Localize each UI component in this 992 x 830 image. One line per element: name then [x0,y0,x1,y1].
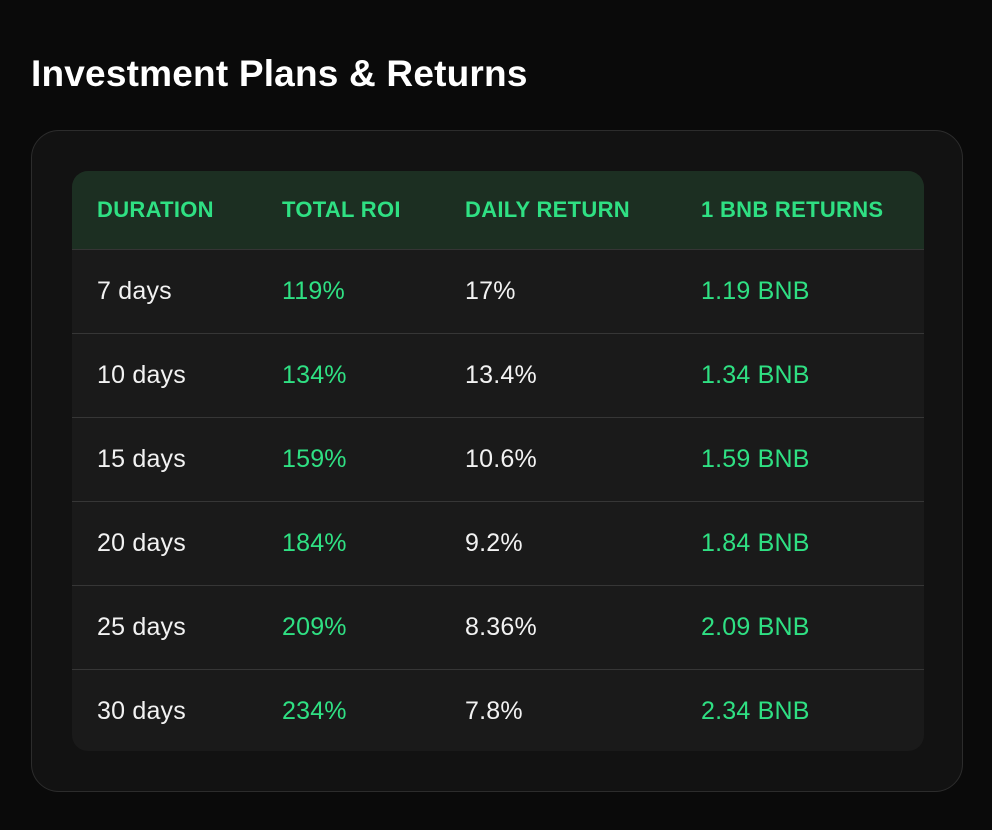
column-header-daily-return: DAILY RETURN [440,171,676,250]
cell-duration: 7 days [97,276,172,305]
cell-total-roi: 184% [257,500,440,585]
table-row: 15 days 159% 10.6% 1.59 BNB [72,416,924,501]
cell-daily-return: 10.6% [440,416,676,501]
page-title: Investment Plans & Returns [31,53,528,94]
cell-duration: 20 days [72,500,257,585]
cell-bnb-returns: 1.19 BNB [701,276,810,305]
table-row: 30 days 234% 7.8% 2.34 BNB [72,668,924,751]
cell-daily-return: 7.8% [440,668,676,751]
cell-daily-return: 8.36% [440,584,676,669]
table-header: DURATION TOTAL ROI DAILY RETURN 1 BNB RE… [72,171,924,250]
cell-bnb-returns: 1.59 BNB [676,416,924,501]
cell-daily-return: 13.4% [440,332,676,417]
cell-total-roi: 159% [257,416,440,501]
cell-bnb-returns: 2.09 BNB [676,584,924,669]
cell-bnb-returns: 1.84 BNB [676,500,924,585]
cell-daily-return: 9.2% [440,500,676,585]
plans-table: DURATION TOTAL ROI DAILY RETURN 1 BNB RE… [72,171,924,751]
cell-daily-return: 17% [465,276,516,305]
cell-bnb-returns: 1.34 BNB [676,332,924,417]
cell-bnb-returns: 2.34 BNB [676,668,924,751]
cell-duration: 25 days [72,584,257,669]
cell-duration: 10 days [72,332,257,417]
cell-duration: 15 days [72,416,257,501]
column-header-total-roi: TOTAL ROI [257,171,440,250]
cell-total-roi: 134% [257,332,440,417]
plans-table-container: DURATION TOTAL ROI DAILY RETURN 1 BNB RE… [72,171,924,751]
table-body: 7 days 119% 17% 1.19 BNB 10 days 134% 13… [72,249,924,751]
table-row: 25 days 209% 8.36% 2.09 BNB [72,584,924,669]
plans-card: DURATION TOTAL ROI DAILY RETURN 1 BNB RE… [31,130,963,792]
column-header-bnb-returns: 1 BNB RETURNS [676,171,924,250]
cell-total-roi: 234% [257,668,440,751]
table-row: 10 days 134% 13.4% 1.34 BNB [72,332,924,417]
table-row: 20 days 184% 9.2% 1.84 BNB [72,500,924,585]
table-row: 7 days 119% 17% 1.19 BNB [72,249,924,333]
cell-duration: 30 days [72,668,257,751]
cell-total-roi: 119% [282,276,345,305]
table-header-row: DURATION TOTAL ROI DAILY RETURN 1 BNB RE… [72,171,924,250]
column-header-duration: DURATION [72,171,257,250]
cell-total-roi: 209% [257,584,440,669]
